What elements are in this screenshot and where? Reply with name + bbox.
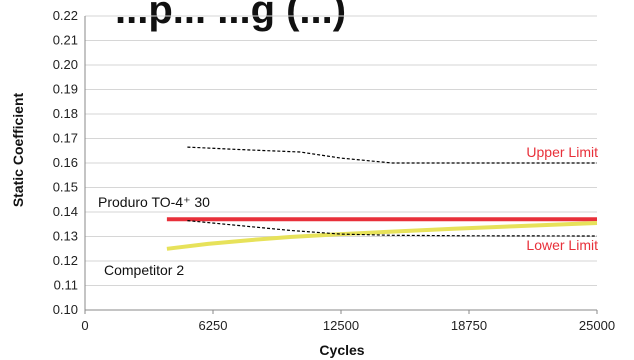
grid-lines <box>85 15 597 311</box>
x-tick-label: 0 <box>81 318 88 333</box>
produro-label: Produro TO-4⁺ 30 <box>98 194 210 210</box>
x-tick-label: 18750 <box>451 318 487 333</box>
y-tick-label: 0.12 <box>53 253 78 268</box>
y-tick-label: 0.17 <box>53 131 78 146</box>
y-tick-label: 0.16 <box>53 155 78 170</box>
y-tick-label: 0.20 <box>53 57 78 72</box>
y-tick-label: 0.15 <box>53 180 78 195</box>
y-tick-label: 0.11 <box>54 278 78 293</box>
y-tick-label: 0.18 <box>53 106 78 121</box>
x-axis-title: Cycles <box>319 342 364 358</box>
y-tick-label: 0.14 <box>53 204 78 219</box>
competitor-label: Competitor 2 <box>104 262 184 278</box>
series-lower-limit <box>187 220 598 237</box>
y-tick-label: 0.10 <box>53 302 78 317</box>
y-tick-label: 0.21 <box>53 33 78 48</box>
series-lines <box>166 146 598 251</box>
x-tick-label: 6250 <box>199 318 228 333</box>
upper-limit-label: Upper Limit <box>526 144 598 160</box>
x-tick-label: 25000 <box>579 318 615 333</box>
lower-limit-label: Lower Limit <box>526 237 598 253</box>
x-tick-labels: 0 6250 12500 18750 25000 <box>81 318 615 333</box>
y-tick-label: 0.13 <box>53 229 78 244</box>
series-upper-limit <box>187 146 597 164</box>
series-competitor-2 <box>166 221 598 251</box>
y-tick-label: 0.22 <box>53 8 78 23</box>
axes <box>84 16 598 314</box>
y-tick-labels: 0.10 0.11 0.12 0.13 0.14 0.15 0.16 0.17 0.18 0.19… <box>53 8 78 317</box>
x-tick-label: 12500 <box>323 318 359 333</box>
y-tick-label: 0.19 <box>53 82 78 97</box>
y-axis-title: Static Coefficient <box>10 92 26 207</box>
